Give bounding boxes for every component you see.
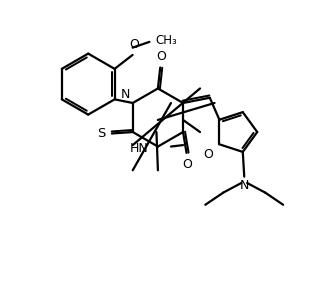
- Text: O: O: [156, 50, 166, 63]
- Text: O: O: [183, 158, 192, 171]
- Text: O: O: [130, 38, 140, 51]
- Text: HN: HN: [130, 141, 148, 155]
- Text: CH₃: CH₃: [156, 34, 178, 47]
- Text: N: N: [121, 88, 131, 101]
- Text: S: S: [97, 127, 105, 140]
- Text: O: O: [204, 148, 214, 161]
- Text: N: N: [240, 179, 249, 192]
